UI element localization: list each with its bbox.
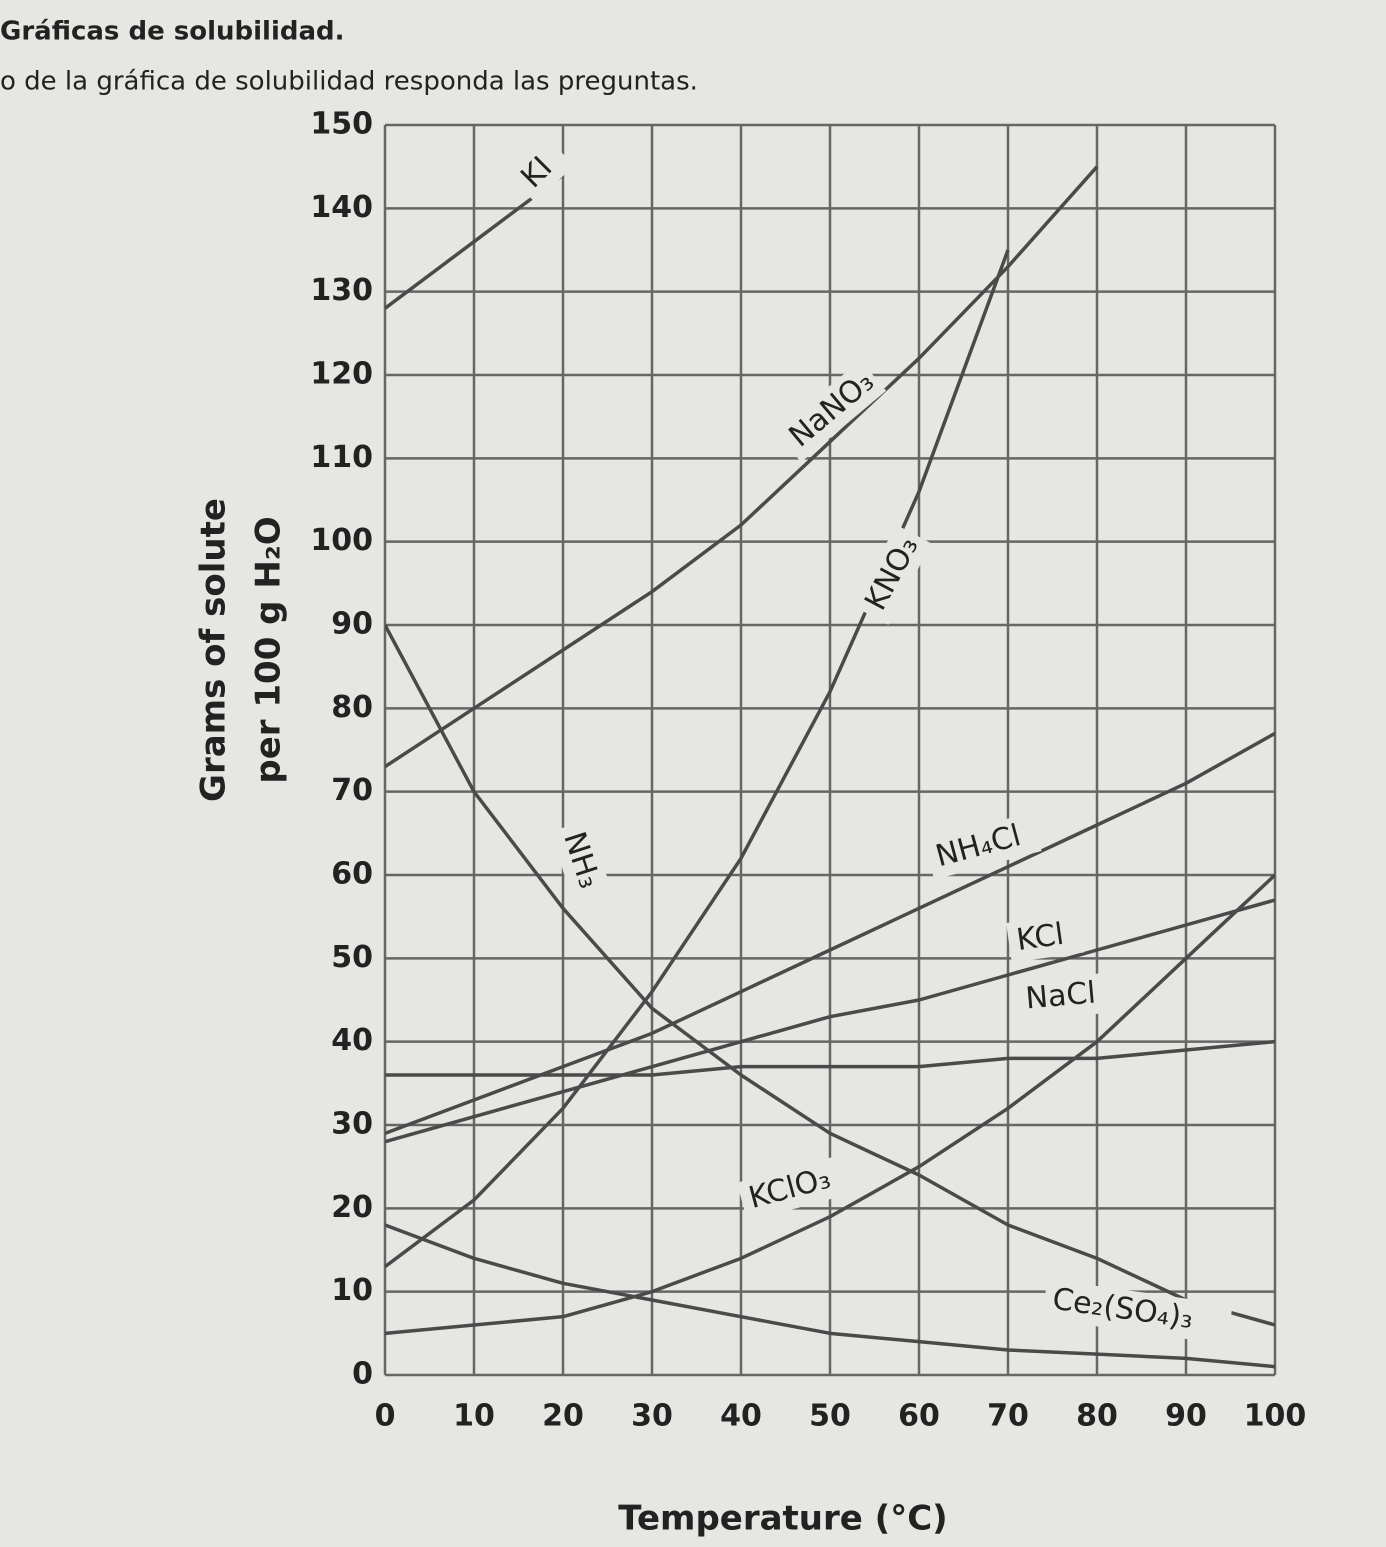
x-tick-label: 0	[375, 1399, 396, 1434]
y-tick-label: 150	[310, 107, 373, 142]
x-tick-label: 70	[987, 1399, 1029, 1434]
y-tick-label: 40	[331, 1023, 373, 1058]
series-label-bg	[507, 136, 575, 204]
series-line	[385, 731, 1275, 1135]
x-tick-label: 60	[898, 1399, 940, 1434]
series-label-group: KCl	[1006, 912, 1085, 963]
y-axis-label-line: Grams of solute	[194, 498, 234, 802]
series-line	[385, 624, 1275, 1327]
y-axis-label: Grams of solute per 100 g H₂O	[194, 498, 289, 802]
x-tick-label: 10	[453, 1399, 495, 1434]
series-line	[385, 873, 1275, 1336]
series-label-bg	[550, 819, 612, 902]
y-tick-label: 10	[331, 1273, 373, 1308]
series-line	[385, 1223, 1275, 1369]
series-line	[385, 1039, 1275, 1077]
y-tick-label: 20	[331, 1190, 373, 1225]
y-tick-label: 140	[310, 190, 373, 225]
series-label-bg	[736, 1154, 855, 1222]
series-line	[385, 249, 1010, 1269]
series-label-group: NaCl	[1016, 972, 1112, 1021]
series-line	[385, 898, 1275, 1144]
y-axis-label-line: per 100 g H₂O	[249, 516, 289, 783]
x-tick-label: 90	[1165, 1399, 1207, 1434]
series-line	[385, 165, 1099, 769]
series-label: KCl	[1014, 917, 1066, 958]
x-tick-label: 40	[720, 1399, 762, 1434]
series-label-bg	[923, 812, 1042, 880]
y-tick-label: 30	[331, 1107, 373, 1142]
page-subtitle: o de la gráfica de solubilidad responda …	[0, 67, 698, 97]
x-axis-label: Temperature (°C)	[618, 1499, 947, 1539]
x-tick-label: 100	[1244, 1399, 1307, 1434]
series-label-bg	[1041, 1279, 1233, 1345]
y-tick-label: 130	[310, 273, 373, 308]
y-tick-label: 110	[310, 440, 373, 475]
series-label-bg	[853, 524, 932, 625]
series-label-bg	[1016, 972, 1112, 1021]
y-tick-label: 120	[310, 357, 373, 392]
y-tick-label: 100	[310, 523, 373, 558]
y-tick-label: 60	[331, 857, 373, 892]
x-tick-label: 30	[631, 1399, 673, 1434]
x-tick-label: 50	[809, 1399, 851, 1434]
y-tick-label: 90	[331, 607, 373, 642]
series-label: NaCl	[1024, 975, 1097, 1016]
y-tick-label: 70	[331, 773, 373, 808]
x-tick-label: 20	[542, 1399, 584, 1434]
series-label-bg	[1006, 912, 1085, 963]
y-tick-label: 80	[331, 690, 373, 725]
y-tick-label: 50	[331, 940, 373, 975]
series-label-bg	[775, 360, 887, 463]
x-tick-label: 80	[1076, 1399, 1118, 1434]
y-tick-label: 0	[352, 1357, 373, 1392]
page-title: Gráficas de solubilidad.	[0, 17, 345, 47]
